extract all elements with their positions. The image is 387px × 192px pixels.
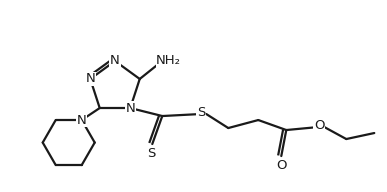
Text: O: O — [276, 159, 286, 171]
Text: O: O — [314, 118, 325, 132]
Text: NH₂: NH₂ — [156, 55, 181, 67]
Text: N: N — [86, 72, 95, 85]
Text: S: S — [147, 146, 156, 160]
Text: S: S — [197, 106, 205, 118]
Text: N: N — [110, 55, 120, 68]
Text: N: N — [125, 102, 135, 115]
Text: N: N — [77, 113, 87, 127]
